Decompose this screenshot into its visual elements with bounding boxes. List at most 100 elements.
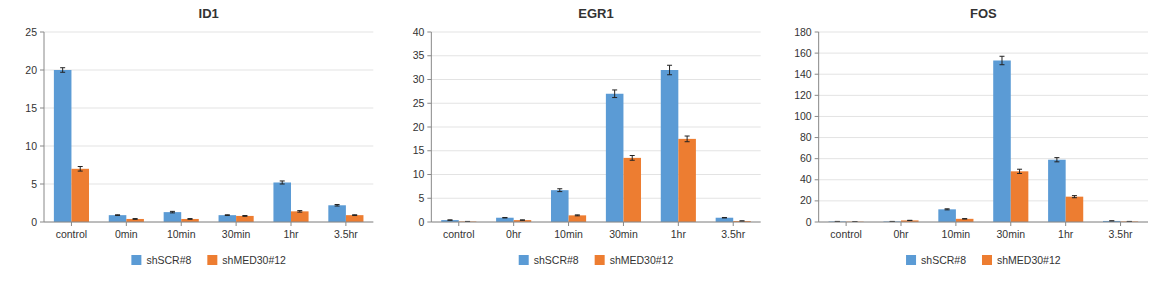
y-tick (815, 74, 819, 75)
bar (716, 218, 734, 222)
bar (661, 70, 679, 222)
y-tick-label: 160 (794, 47, 812, 59)
error-cap (962, 219, 967, 220)
y-tick-label: 5 (31, 178, 37, 190)
error-cap (1054, 161, 1059, 162)
x-axis-line (431, 222, 760, 223)
error-bar (685, 136, 690, 142)
x-tick-label: 10min (942, 228, 971, 240)
y-tick (40, 222, 44, 223)
error-cap (170, 212, 175, 213)
error-cap (907, 220, 912, 221)
series (441, 65, 733, 222)
y-tick (427, 79, 431, 80)
x-tick-label: 30min (609, 228, 638, 240)
chart-title: ID1 (199, 6, 219, 21)
error-cap (170, 211, 175, 212)
legend: shSCR#8shMED30#12 (131, 254, 286, 266)
x-tick-label: 3.5hr (1109, 228, 1133, 240)
y-tick (40, 146, 44, 147)
bar (1066, 197, 1084, 222)
error-cap (225, 215, 230, 216)
x-tick (955, 222, 956, 226)
grid-line (431, 150, 760, 151)
bar (273, 182, 291, 222)
error-cap (60, 72, 65, 73)
bar (109, 215, 127, 222)
error-stem (669, 65, 670, 75)
series (846, 169, 1138, 222)
error-stem (632, 156, 633, 161)
x-tick (513, 222, 514, 226)
y-tick (40, 184, 44, 185)
error-cap (188, 219, 193, 220)
x-tick (1065, 222, 1066, 226)
error-bar (945, 209, 950, 210)
error-cap (352, 214, 357, 215)
error-bar (557, 189, 562, 192)
x-tick (291, 222, 292, 226)
y-tick (815, 137, 819, 138)
grid-line (819, 32, 1148, 33)
grid-line (431, 174, 760, 175)
error-cap (115, 214, 120, 215)
chart-title: FOS (970, 6, 997, 21)
y-tick-label: 20 (413, 121, 425, 133)
error-cap (907, 220, 912, 221)
y-tick-label: 10 (25, 140, 37, 152)
x-tick-label: 3.5hr (721, 228, 745, 240)
grid-line (819, 158, 1148, 159)
x-tick (236, 222, 237, 226)
grid-line (44, 32, 373, 33)
error-bar (575, 214, 580, 216)
error-cap (225, 214, 230, 215)
bar (551, 190, 569, 222)
y-tick-label: 30 (413, 73, 425, 85)
error-bar (999, 56, 1004, 64)
grid-line (819, 95, 1148, 96)
y-tick-label: 20 (800, 194, 812, 206)
y-tick (815, 158, 819, 159)
y-tick-label: 180 (794, 26, 812, 38)
legend: shSCR#8shMED30#12 (906, 254, 1061, 266)
error-bar (722, 217, 727, 218)
y-axis-line (431, 32, 432, 222)
grid-line (431, 222, 760, 223)
error-cap (520, 220, 525, 221)
error-cap (722, 217, 727, 218)
x-tick (345, 222, 346, 226)
y-tick (40, 32, 44, 33)
error-cap (78, 171, 83, 172)
x-axis-line (44, 222, 373, 223)
page: {"chart_data": [ {"type": "bar", "title"… (0, 0, 1162, 292)
legend: shSCR#8shMED30#12 (519, 254, 674, 266)
x-tick-label: 10min (167, 228, 196, 240)
error-cap (78, 166, 83, 167)
grid-line (819, 200, 1148, 201)
legend-label: shSCR#8 (146, 254, 191, 266)
x-tick (458, 222, 459, 226)
x-tick-label: 1hr (283, 228, 299, 240)
error-bar (352, 214, 357, 216)
legend-swatch (595, 255, 605, 265)
legend-item: shSCR#8 (519, 254, 579, 266)
error-cap (630, 160, 635, 161)
x-tick-label: control (443, 228, 475, 240)
error-bar (188, 218, 193, 220)
x-tick-label: 0hr (506, 228, 522, 240)
y-tick (815, 53, 819, 54)
series (829, 56, 1121, 222)
error-cap (667, 74, 672, 75)
error-bar (907, 220, 912, 221)
error-bar (242, 215, 247, 217)
x-tick (1120, 222, 1121, 226)
grid-line (819, 116, 1148, 117)
y-tick (815, 116, 819, 117)
legend-label: shMED30#12 (997, 254, 1061, 266)
bar (606, 94, 624, 222)
bar (54, 70, 72, 222)
series (71, 167, 363, 222)
error-stem (614, 90, 615, 98)
error-cap (297, 210, 302, 211)
y-tick (427, 103, 431, 104)
